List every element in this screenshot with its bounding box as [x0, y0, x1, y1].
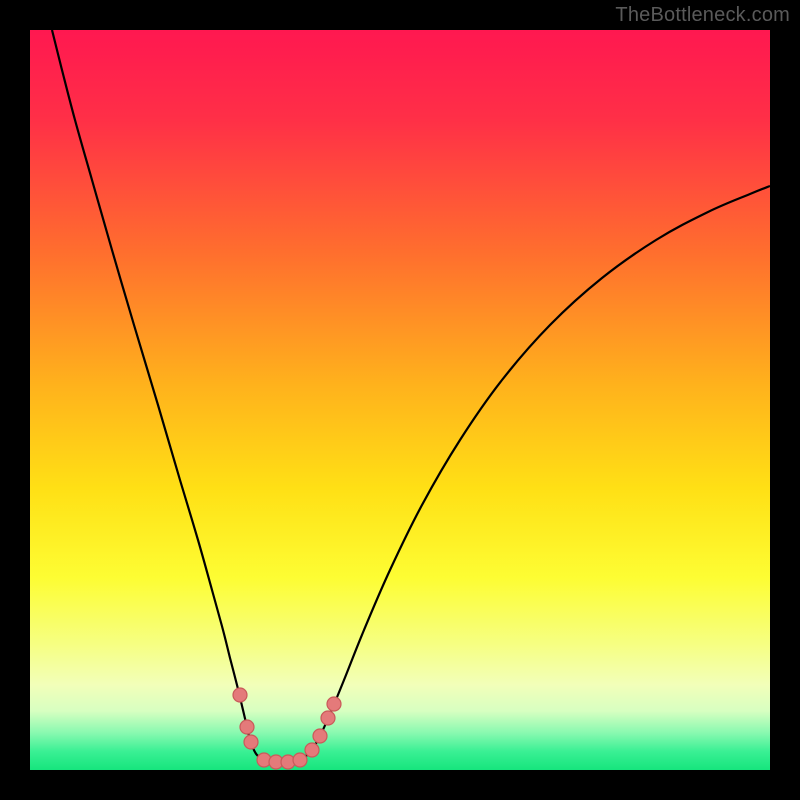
marker-dot [293, 753, 307, 767]
marker-dot [327, 697, 341, 711]
marker-dot [305, 743, 319, 757]
marker-dot [313, 729, 327, 743]
curve-right-branch [274, 186, 770, 762]
marker-dot [240, 720, 254, 734]
marker-dots [233, 688, 341, 769]
plot-area [30, 30, 770, 770]
curve-layer [30, 30, 770, 770]
marker-dot [233, 688, 247, 702]
chart-frame: TheBottleneck.com [0, 0, 800, 800]
marker-dot [244, 735, 258, 749]
curve-left-branch [52, 30, 274, 762]
watermark-text: TheBottleneck.com [615, 4, 790, 27]
marker-dot [321, 711, 335, 725]
